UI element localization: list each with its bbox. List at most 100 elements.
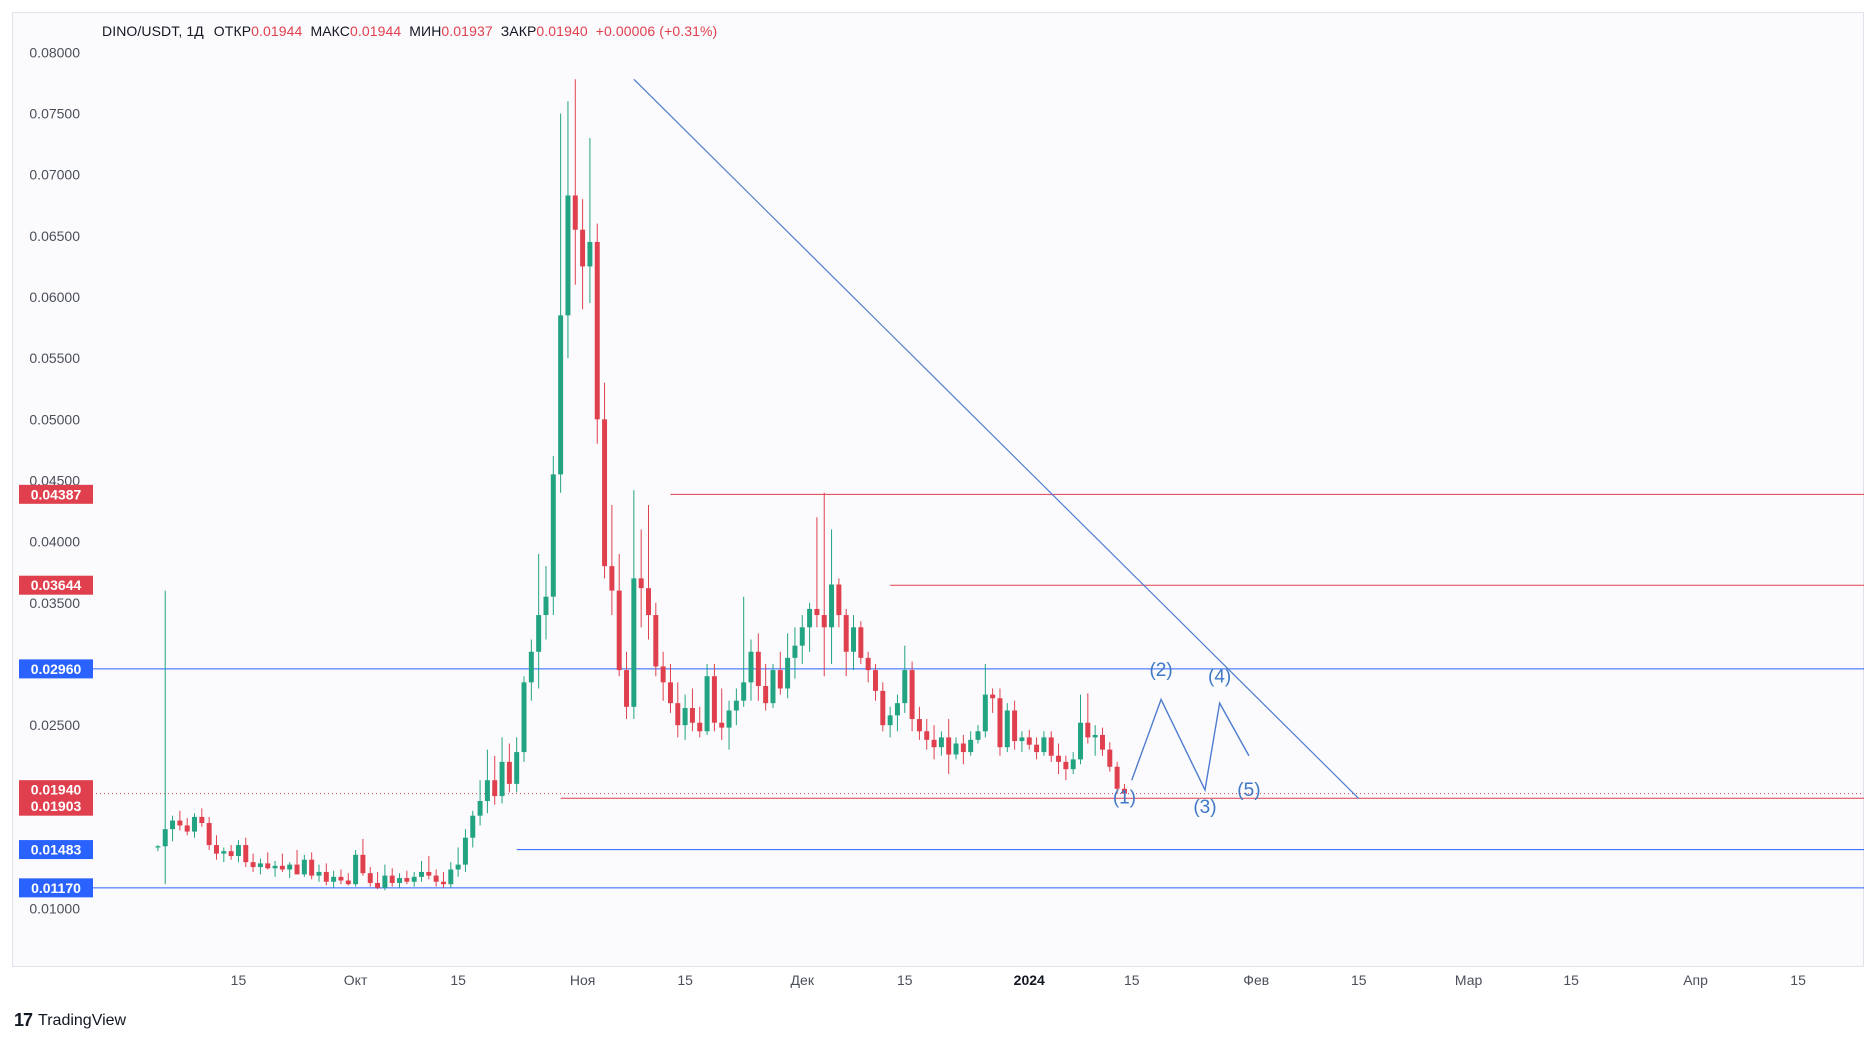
candle-body — [162, 829, 168, 847]
candle-body — [960, 743, 966, 753]
candle — [792, 627, 798, 679]
candle-body — [506, 761, 512, 784]
candle-body — [653, 615, 659, 667]
candle-body — [990, 694, 996, 699]
x-tick-label: 15 — [450, 972, 466, 988]
candle — [440, 871, 446, 888]
candle-body — [675, 703, 681, 726]
candle-body — [689, 708, 695, 723]
candle — [982, 663, 988, 738]
candle — [572, 79, 578, 285]
candle-body — [528, 651, 534, 683]
candle — [279, 853, 285, 872]
wave-label: (4) — [1208, 666, 1231, 687]
candle — [184, 818, 190, 836]
candle-body — [1121, 788, 1127, 794]
wave-label: (5) — [1237, 780, 1260, 801]
candle-body — [843, 615, 849, 652]
high-value: 0.01944 — [349, 23, 402, 39]
candle-body — [894, 703, 900, 716]
candle — [316, 864, 322, 882]
brand-name: TradingView — [38, 1011, 127, 1029]
candle-body — [792, 645, 798, 658]
candle — [528, 639, 534, 701]
candle-body — [704, 676, 710, 732]
candle-body — [719, 722, 725, 728]
candle-body — [470, 815, 476, 838]
candle — [1070, 752, 1076, 775]
candle-body — [1114, 766, 1120, 789]
candle — [646, 504, 651, 640]
candle-body — [660, 666, 666, 683]
candle — [199, 808, 205, 827]
price-tag-text: 0.01483 — [31, 842, 82, 858]
candle-body — [682, 708, 688, 726]
candle — [1078, 694, 1084, 765]
candle — [1026, 730, 1032, 750]
candle-body — [426, 871, 432, 876]
candle-body — [499, 761, 505, 797]
candle — [1034, 737, 1040, 760]
candle-body — [228, 851, 234, 857]
candle — [257, 858, 263, 875]
candle — [221, 847, 227, 863]
candle — [638, 529, 644, 628]
candle-body — [602, 419, 608, 567]
x-tick-label: 15 — [897, 972, 913, 988]
candle — [799, 615, 805, 664]
candle — [506, 743, 512, 793]
candle — [462, 829, 468, 872]
candle-body — [550, 474, 556, 597]
candle-body — [1019, 737, 1025, 742]
candle — [514, 737, 520, 793]
candle — [419, 860, 424, 882]
candle-body — [836, 584, 842, 616]
candle-body — [170, 820, 176, 830]
x-tick-label: 15 — [231, 972, 247, 988]
candle-body — [1085, 722, 1091, 738]
candle — [865, 651, 871, 683]
high-label: МАКС — [310, 23, 350, 39]
candle — [1085, 693, 1091, 744]
candle — [433, 869, 439, 887]
candle — [1063, 755, 1069, 781]
candle — [821, 492, 827, 677]
candle-body — [397, 878, 403, 883]
candle-body — [404, 878, 410, 882]
chart-frame[interactable] — [12, 12, 1864, 967]
candle — [997, 688, 1003, 756]
candle-body — [858, 627, 864, 658]
candle — [455, 847, 461, 877]
candle — [470, 810, 476, 848]
candle — [653, 602, 659, 677]
candle — [1107, 742, 1113, 772]
candle-body — [975, 731, 981, 740]
candle — [704, 663, 710, 735]
candle — [836, 578, 842, 628]
candle — [162, 590, 168, 885]
candle-body — [382, 875, 388, 888]
candle — [946, 719, 952, 775]
candle-body — [1056, 755, 1062, 762]
candle-body — [902, 670, 908, 704]
candle-body — [448, 869, 454, 885]
candle-body — [411, 876, 417, 882]
price-tag-text: 0.01903 — [31, 798, 82, 814]
candle-body — [624, 670, 630, 707]
x-tick-label: 15 — [1124, 972, 1140, 988]
candle — [1099, 727, 1105, 756]
candle — [697, 706, 703, 738]
close-label: ЗАКР — [500, 23, 537, 39]
wave-path — [1131, 697, 1250, 793]
tradingview-brand[interactable]: 17 TradingView — [14, 1010, 126, 1031]
x-tick-label: Ноя — [570, 972, 595, 988]
symbol-label: DINO/USDT, 1Д — [102, 23, 204, 39]
candle — [331, 870, 337, 888]
candle-body — [982, 694, 988, 732]
candle-body — [265, 863, 271, 869]
ohlc-legend: DINO/USDT, 1Д ОТКР0.01944 МАКС0.01944 МИ… — [102, 23, 717, 39]
candle-body — [389, 875, 395, 883]
candle-body — [309, 859, 315, 876]
drawings: (1) (2) (3) (4) (5) — [633, 78, 1360, 818]
